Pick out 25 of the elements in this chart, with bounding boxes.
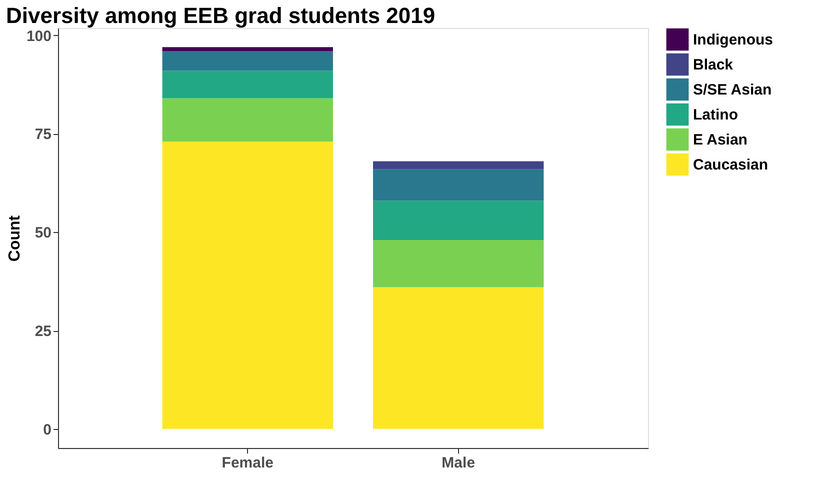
bar <box>373 240 544 288</box>
bar <box>373 200 544 240</box>
x-tick-label: Female <box>222 454 274 472</box>
bar <box>162 51 333 71</box>
bar <box>373 287 544 429</box>
x-tick-label: Male <box>442 454 476 472</box>
legend-label: E Asian <box>693 132 748 148</box>
legend-label: Caucasian <box>693 156 768 174</box>
chart-title: Diversity among EEB grad students 2019 <box>6 3 436 28</box>
legend-label: Black <box>693 56 734 74</box>
bar <box>162 47 333 52</box>
bar <box>373 161 544 170</box>
y-tick-label: 50 <box>34 224 52 242</box>
bar <box>162 98 333 142</box>
y-axis-title: Count <box>6 214 24 262</box>
legend-label: Indigenous <box>693 32 773 48</box>
y-tick-label: 100 <box>26 28 52 45</box>
y-tick-label: 25 <box>34 323 52 340</box>
bar <box>373 169 544 201</box>
legend-label: Latino <box>693 106 738 124</box>
bar <box>162 142 333 429</box>
legend-label: S/SE Asian <box>693 82 772 98</box>
y-tick-label: 75 <box>34 126 52 144</box>
y-tick-label: 0 <box>43 421 52 438</box>
bar <box>162 70 333 98</box>
